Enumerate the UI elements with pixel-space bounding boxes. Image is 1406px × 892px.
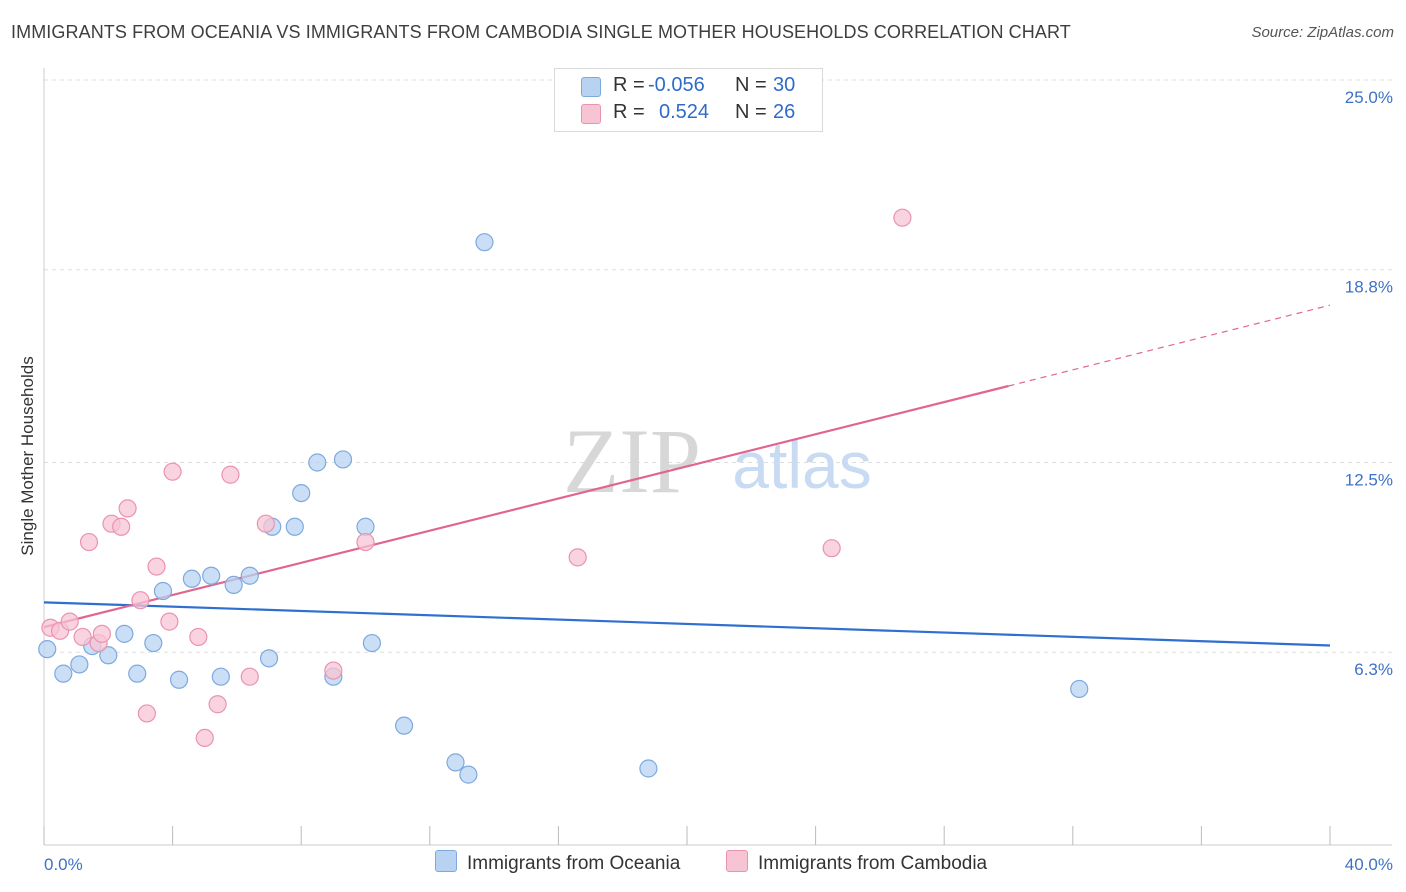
point-cambodia <box>893 208 912 227</box>
bottom-legend-swatch-cambodia <box>726 850 748 872</box>
point-oceania <box>333 450 353 469</box>
point-cambodia <box>324 661 343 680</box>
legend-row-cambodia: R = 0.524 N = 26 <box>555 101 822 127</box>
point-cambodia <box>131 591 150 610</box>
point-oceania <box>292 484 311 503</box>
point-cambodia <box>147 557 166 576</box>
point-cambodia <box>822 539 841 558</box>
point-oceania <box>144 633 163 653</box>
point-oceania <box>459 765 478 784</box>
point-cambodia <box>73 627 92 647</box>
point-oceania <box>475 233 494 252</box>
y-tick-label: 12.5% <box>1345 471 1393 490</box>
watermark-atlas: atlas <box>732 428 871 502</box>
chart-title: IMMIGRANTS FROM OCEANIA VS IMMIGRANTS FR… <box>11 22 1071 42</box>
bottom-legend-label-cambodia: Immigrants from Cambodia <box>758 853 988 874</box>
legend-n-label: N = <box>735 74 767 96</box>
x-tick-label: 40.0% <box>1345 855 1393 874</box>
legend-r-label: R = <box>613 74 645 96</box>
y-tick-label: 6.3% <box>1354 660 1393 679</box>
point-cambodia <box>208 695 227 714</box>
bottom-legend-swatch-oceania <box>435 850 457 872</box>
point-cambodia <box>240 667 259 686</box>
point-oceania <box>38 640 57 659</box>
correlation-legend: R = -0.056 N = 30 R = 0.524 N = 26 <box>554 68 823 132</box>
grid-layer <box>44 79 1392 653</box>
point-oceania <box>356 517 375 536</box>
point-cambodia <box>60 612 79 631</box>
point-oceania <box>259 649 279 668</box>
point-oceania <box>362 633 382 653</box>
point-cambodia <box>568 548 587 567</box>
point-oceania <box>211 667 230 686</box>
x-tick-label: 0.0% <box>44 855 83 874</box>
point-oceania <box>128 664 147 683</box>
point-oceania <box>285 517 304 536</box>
point-oceania <box>394 716 414 735</box>
point-cambodia <box>221 465 240 484</box>
trendlines <box>43 304 1331 647</box>
legend-swatch-cambodia <box>581 104 601 124</box>
point-oceania <box>115 624 134 643</box>
data-points <box>38 208 1089 784</box>
point-cambodia <box>118 499 137 518</box>
legend-n-label: N = <box>735 101 767 123</box>
point-cambodia <box>79 532 99 552</box>
y-tick-label: 18.8% <box>1345 278 1393 297</box>
point-cambodia <box>112 517 131 536</box>
point-oceania <box>70 655 89 674</box>
trendline-cambodia <box>1008 304 1331 387</box>
point-oceania <box>446 753 465 772</box>
point-oceania <box>202 566 221 585</box>
legend-n-value-cambodia: 26 <box>773 101 796 123</box>
legend-row-oceania: R = -0.056 N = 30 <box>555 74 822 100</box>
point-oceania <box>240 566 259 585</box>
bottom-legend-oceania: Immigrants from Oceania <box>435 850 680 875</box>
trendline-oceania <box>43 601 1331 647</box>
point-oceania <box>224 575 243 595</box>
legend-r-value-oceania: -0.056 <box>648 74 705 96</box>
watermark-zip: ZIP <box>563 410 701 512</box>
point-oceania <box>639 759 658 778</box>
point-cambodia <box>160 612 179 631</box>
y-tick-label: 25.0% <box>1345 88 1393 107</box>
point-oceania <box>1070 679 1089 699</box>
trendline-cambodia <box>43 384 1009 629</box>
point-oceania <box>308 453 327 472</box>
point-cambodia <box>137 704 156 723</box>
point-cambodia <box>189 627 208 647</box>
legend-swatch-oceania <box>581 77 601 97</box>
point-oceania <box>153 581 173 601</box>
bottom-legend-cambodia: Immigrants from Cambodia <box>726 850 987 875</box>
tick-labels: 6.3% 12.5% 18.8% 25.0% 0.0% 40.0% <box>44 88 1393 874</box>
point-oceania <box>169 670 189 689</box>
source-credit: Source: ZipAtlas.com <box>1251 24 1394 41</box>
legend-n-value-oceania: 30 <box>773 74 796 96</box>
point-cambodia <box>92 624 111 643</box>
legend-r-value-cambodia: 0.524 <box>659 101 710 123</box>
point-cambodia <box>256 514 275 533</box>
y-axis-label: Single Mother Households <box>18 356 37 556</box>
point-cambodia <box>163 462 182 481</box>
point-oceania <box>99 646 118 665</box>
point-oceania <box>54 664 73 683</box>
axis-layer <box>43 68 1392 846</box>
point-cambodia <box>195 728 214 748</box>
bottom-legend-label-oceania: Immigrants from Oceania <box>467 853 681 874</box>
point-cambodia <box>356 532 375 552</box>
point-oceania <box>182 569 201 588</box>
watermark: ZIP atlas <box>563 410 872 512</box>
legend-r-label: R = <box>613 101 645 123</box>
